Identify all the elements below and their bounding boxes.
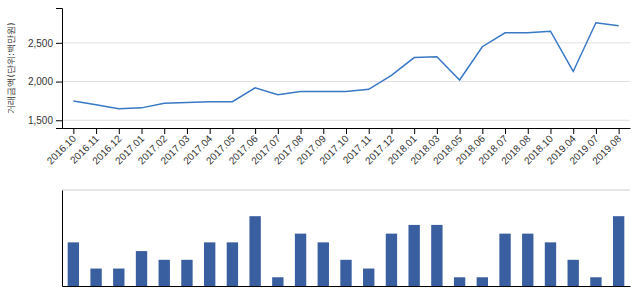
bar — [545, 242, 556, 286]
bar — [272, 277, 283, 286]
bar — [408, 225, 419, 286]
tick-mark — [573, 128, 574, 134]
bar — [522, 234, 533, 286]
y-axis-title: 거래금액(단위:백만원) — [6, 22, 16, 113]
bar — [499, 234, 510, 286]
bar — [204, 242, 215, 286]
bar — [613, 216, 624, 286]
tick-mark — [346, 128, 347, 134]
plot-area — [68, 216, 625, 286]
tick-mark — [56, 82, 62, 83]
y-tick: 2,000 — [28, 76, 62, 87]
bar-y-axis — [62, 191, 63, 287]
bar — [340, 260, 351, 286]
bar — [477, 277, 488, 286]
tick-mark — [482, 128, 483, 134]
x-tick: 2019.08 — [590, 128, 624, 166]
bar — [136, 251, 147, 286]
bar — [249, 216, 260, 286]
tick-mark — [460, 128, 461, 134]
bar — [318, 242, 329, 286]
grid-line — [62, 81, 630, 82]
tick-mark — [255, 128, 256, 134]
tick-mark — [142, 128, 143, 134]
tick-mark — [210, 128, 211, 134]
tick-label: 2,500 — [28, 38, 53, 49]
tick-mark — [278, 128, 279, 134]
bar — [363, 269, 374, 286]
tick-mark — [56, 120, 62, 121]
tick-mark — [96, 128, 97, 134]
y-axis: 1,500 2,000 2,500 — [28, 9, 63, 129]
bar — [90, 269, 101, 286]
line — [73, 23, 618, 109]
tick-mark — [550, 128, 551, 134]
y-axis-line — [62, 191, 63, 287]
grid — [62, 43, 630, 120]
tick-mark — [369, 128, 370, 134]
bar — [431, 225, 442, 286]
tick-label: 2,000 — [28, 76, 53, 87]
bar — [227, 242, 238, 286]
tick-mark — [505, 128, 506, 134]
bar — [454, 277, 465, 286]
tick-label: 1,500 — [28, 115, 53, 126]
tick-mark — [323, 128, 324, 134]
tick-mark — [301, 128, 302, 134]
tick-mark — [164, 128, 165, 134]
chart: 1,500 2,000 2,500 2016.102016.112016.122017… — [0, 0, 640, 294]
y-tick: 2,500 — [28, 38, 62, 49]
tick-mark — [73, 128, 74, 134]
tick-mark — [56, 43, 62, 44]
tick-mark — [232, 128, 233, 134]
y-axis-line — [56, 9, 63, 129]
tick-mark — [414, 128, 415, 134]
bar — [159, 260, 170, 286]
plot-area — [73, 23, 618, 109]
tick-mark — [187, 128, 188, 134]
bar — [568, 260, 579, 286]
tick-mark — [528, 128, 529, 134]
bar — [181, 260, 192, 286]
bar — [68, 242, 79, 286]
bar — [590, 277, 601, 286]
x-axis-line — [63, 286, 631, 287]
tick-mark — [596, 128, 597, 134]
bar — [295, 234, 306, 286]
tick-label: 2019.08 — [590, 133, 624, 167]
bar — [386, 234, 397, 286]
range-top-line — [62, 190, 630, 191]
tick-mark — [619, 128, 620, 134]
tick-mark — [119, 128, 120, 134]
grid-line — [62, 42, 630, 43]
grid-line — [62, 120, 630, 121]
bar — [113, 269, 124, 286]
y-tick: 1,500 — [28, 115, 62, 126]
tick-mark — [391, 128, 392, 134]
tick-mark — [437, 128, 438, 134]
x-axis: 2016.102016.112016.122017.012017.022017.… — [45, 128, 631, 166]
